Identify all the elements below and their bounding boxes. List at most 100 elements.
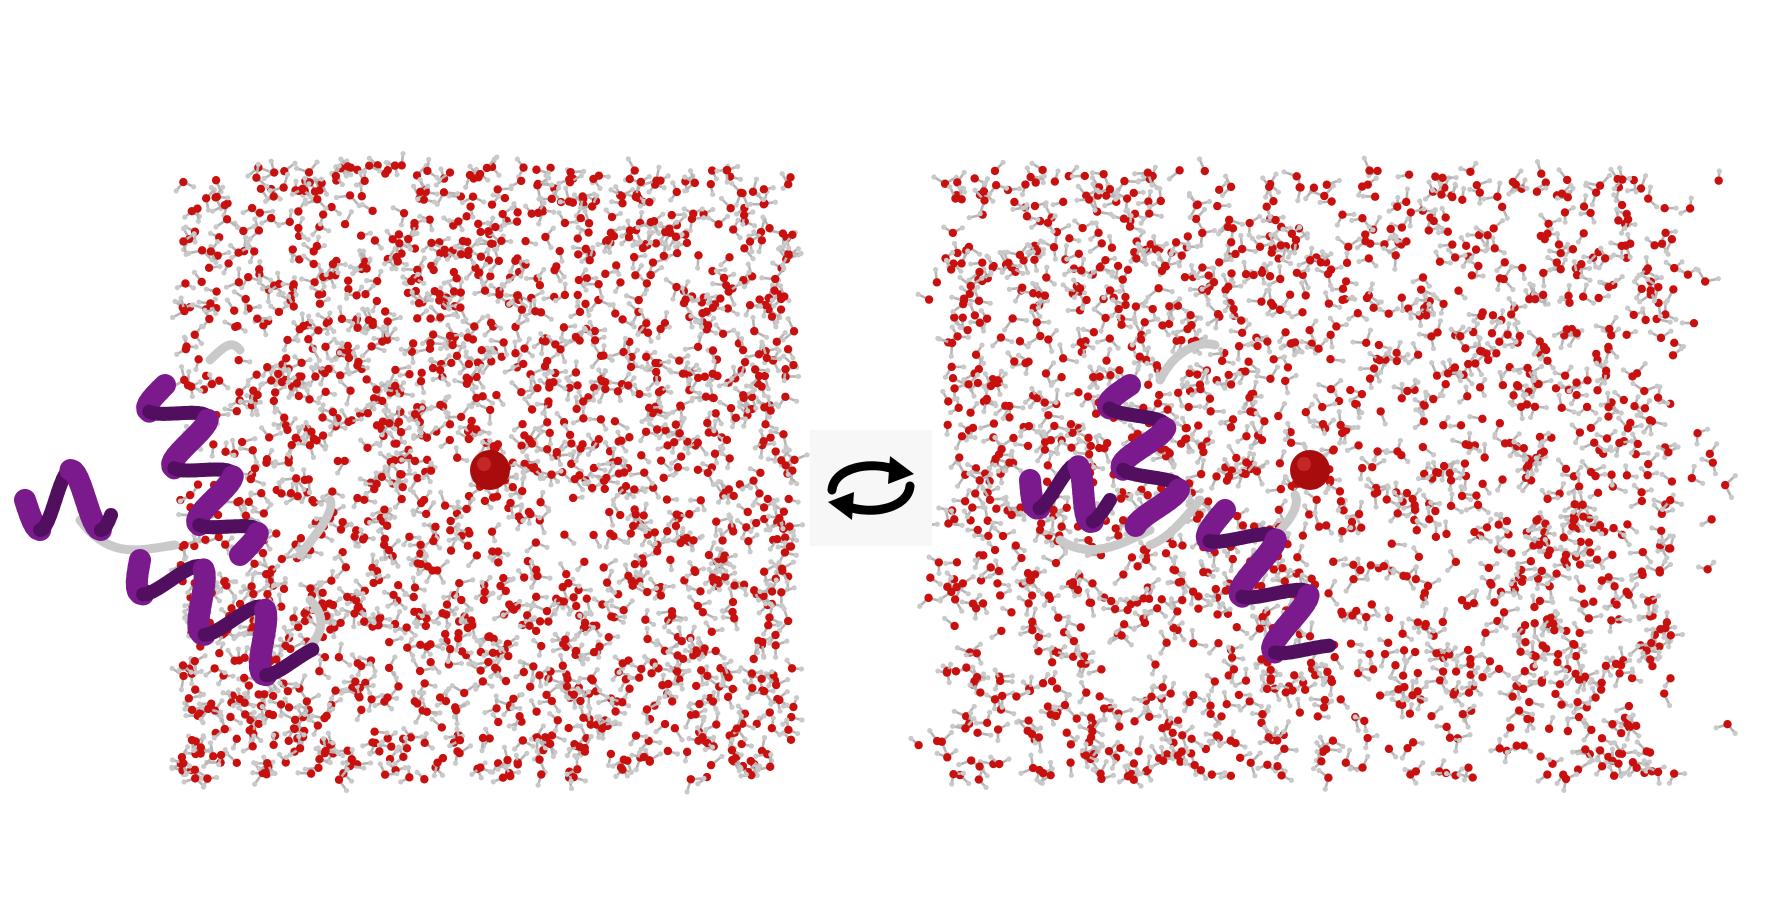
water-molecule xyxy=(174,178,197,194)
water-molecule xyxy=(1145,284,1174,300)
water-molecule xyxy=(965,503,986,519)
water-molecule xyxy=(959,574,976,587)
water-molecule xyxy=(1233,623,1250,636)
water-molecule xyxy=(1377,637,1392,647)
water-molecule xyxy=(1130,189,1146,197)
water-molecule xyxy=(580,648,599,658)
water-molecule xyxy=(282,336,301,353)
water-molecule xyxy=(1594,315,1619,333)
water-molecule xyxy=(1417,332,1436,352)
ion-sphere xyxy=(1290,450,1330,490)
right-water-box-view xyxy=(908,156,1737,793)
water-molecule xyxy=(1190,437,1215,451)
water-molecule xyxy=(455,743,473,757)
water-molecule xyxy=(637,451,651,464)
water-molecule xyxy=(1594,429,1617,443)
water-molecule xyxy=(1238,697,1264,713)
water-molecule xyxy=(1536,752,1551,762)
water-molecule xyxy=(1714,720,1738,736)
water-molecule xyxy=(411,575,427,592)
water-molecule xyxy=(1458,186,1466,204)
water-molecule xyxy=(608,187,635,200)
water-molecule xyxy=(1693,427,1710,447)
water-molecule xyxy=(383,315,403,338)
water-molecule xyxy=(729,181,745,208)
water-molecule xyxy=(429,357,437,373)
water-molecule xyxy=(335,642,353,668)
water-molecule xyxy=(1506,296,1527,312)
water-molecule xyxy=(1081,327,1098,337)
water-molecule xyxy=(1308,696,1329,704)
water-molecule xyxy=(1053,693,1069,710)
water-molecule xyxy=(1427,705,1443,720)
water-molecule xyxy=(744,532,759,554)
water-molecule xyxy=(1406,702,1415,718)
water-molecule xyxy=(1663,610,1671,627)
water-molecule xyxy=(1314,712,1331,720)
water-molecule xyxy=(1581,717,1595,742)
water-molecule xyxy=(970,174,987,185)
water-molecule xyxy=(1570,422,1585,445)
water-molecule xyxy=(1295,183,1305,203)
water-molecule xyxy=(512,420,527,433)
water-molecule xyxy=(413,308,429,322)
water-molecule xyxy=(1375,341,1393,352)
water-molecule xyxy=(1721,473,1738,500)
water-molecule xyxy=(1677,266,1699,278)
water-molecule xyxy=(707,754,725,770)
water-molecule xyxy=(1088,579,1102,596)
water-molecule xyxy=(622,685,633,701)
water-molecule xyxy=(1395,170,1413,179)
water-molecule xyxy=(482,693,500,715)
water-molecule xyxy=(385,654,399,680)
water-molecule xyxy=(1623,520,1639,534)
water-molecule xyxy=(1398,621,1414,642)
water-molecule xyxy=(1362,612,1380,632)
water-molecule xyxy=(1572,621,1594,637)
water-molecule xyxy=(1184,403,1202,411)
water-molecule xyxy=(1356,254,1378,268)
water-molecule xyxy=(1213,202,1231,210)
water-molecule xyxy=(658,673,666,690)
water-molecule xyxy=(759,266,786,283)
water-molecule xyxy=(247,475,267,487)
water-molecule xyxy=(1299,521,1308,540)
water-molecule xyxy=(1306,620,1315,640)
water-molecule xyxy=(537,308,554,322)
water-molecule xyxy=(1385,745,1399,760)
water-molecule xyxy=(529,593,549,609)
water-molecule xyxy=(641,608,656,627)
water-molecule xyxy=(1361,193,1380,201)
water-molecule xyxy=(771,639,789,660)
water-molecule xyxy=(1598,734,1614,746)
water-molecule xyxy=(1523,715,1536,731)
water-molecule xyxy=(1515,557,1535,566)
water-molecule xyxy=(708,383,717,402)
water-molecule xyxy=(1644,185,1659,210)
water-molecule xyxy=(1289,308,1306,319)
water-molecule xyxy=(1276,449,1287,467)
water-molecule xyxy=(989,627,1005,640)
water-molecule xyxy=(1448,421,1465,429)
water-molecule xyxy=(556,247,565,264)
water-molecule xyxy=(473,658,493,667)
water-molecule xyxy=(1328,316,1349,331)
helix-segment xyxy=(108,515,111,521)
water-molecule xyxy=(1344,575,1371,594)
water-molecule xyxy=(1552,364,1573,379)
water-molecule xyxy=(1540,488,1561,503)
water-molecule xyxy=(1005,350,1018,365)
water-molecule xyxy=(672,522,680,540)
water-molecule xyxy=(1557,167,1572,184)
water-molecule xyxy=(420,731,435,751)
water-molecule xyxy=(553,282,569,304)
water-molecule xyxy=(1197,766,1209,781)
water-molecule xyxy=(908,736,922,750)
water-molecule xyxy=(370,728,389,736)
water-molecule xyxy=(1324,579,1339,607)
water-molecule xyxy=(1661,300,1678,322)
water-molecule xyxy=(536,770,546,787)
water-molecule xyxy=(1363,733,1379,750)
water-molecule xyxy=(1387,195,1402,214)
water-molecule xyxy=(1498,203,1510,221)
